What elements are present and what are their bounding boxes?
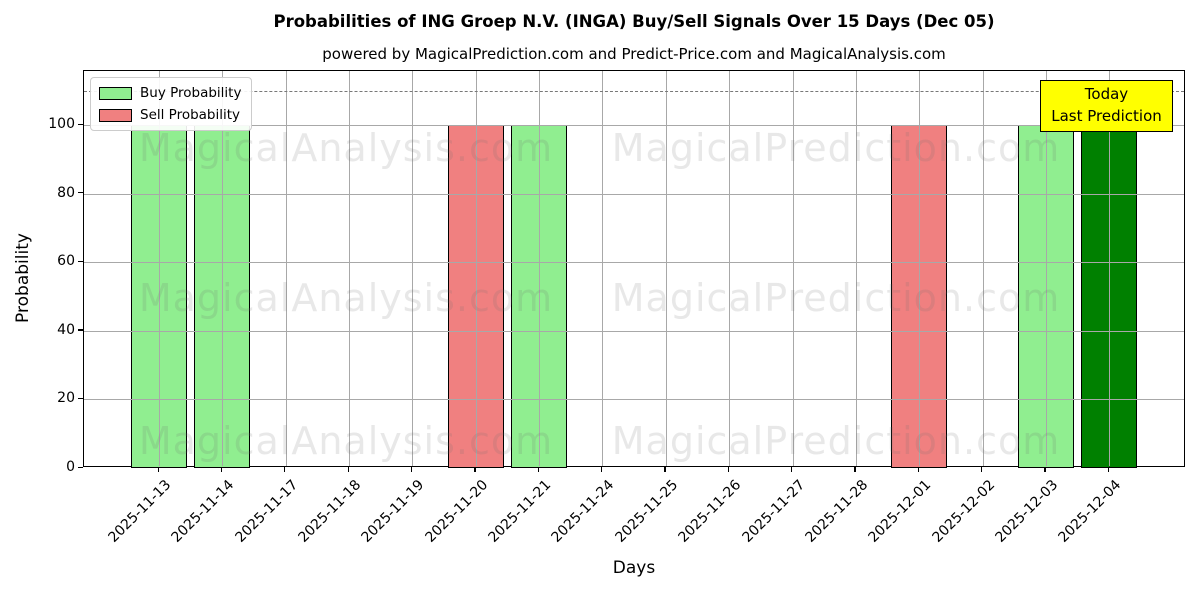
y-tick-mark — [78, 123, 83, 125]
vertical-gridline — [792, 71, 794, 466]
x-tick-label: 2025-11-13 — [105, 477, 175, 546]
watermark-text: MagicalAnalysis.com — [138, 126, 554, 170]
horizontal-gridline — [84, 262, 1184, 264]
watermark-text: MagicalPrediction.com — [611, 126, 1061, 170]
x-tick-label: 2025-11-26 — [675, 477, 745, 546]
y-tick-label: 100 — [48, 116, 75, 132]
vertical-gridline — [222, 71, 224, 466]
x-tick-mark — [537, 467, 539, 472]
y-axis-label: Probability — [13, 233, 33, 323]
x-tick-label: 2025-11-18 — [295, 477, 365, 546]
vertical-gridline — [159, 71, 160, 466]
y-tick-mark — [78, 329, 83, 331]
legend-item-sell: Sell Probability — [99, 107, 241, 123]
x-tick-mark — [474, 467, 476, 472]
y-tick-label: 20 — [57, 390, 75, 407]
x-tick-label: 2025-11-19 — [358, 477, 428, 546]
x-tick-label: 2025-12-02 — [929, 477, 998, 546]
vertical-gridline — [539, 71, 541, 466]
x-tick-mark — [347, 467, 349, 472]
x-tick-mark — [664, 467, 666, 472]
y-tick-label: 60 — [57, 253, 75, 270]
today-annotation-line1: Today — [1084, 85, 1129, 103]
y-tick-label: 40 — [57, 321, 75, 338]
legend: Buy Probability Sell Probability — [90, 77, 253, 131]
x-axis-label: Days — [612, 558, 656, 578]
vertical-gridline — [1045, 71, 1047, 466]
vertical-gridline — [665, 71, 667, 466]
plot-area: Buy Probability Sell Probability Today L… — [83, 70, 1185, 468]
chart-subtitle: powered by MagicalPrediction.com and Pre… — [322, 45, 946, 63]
x-tick-label: 2025-12-01 — [865, 477, 935, 546]
x-tick-mark — [1044, 467, 1046, 472]
watermark-text: MagicalAnalysis.com — [138, 419, 554, 463]
watermark-text: MagicalPrediction.com — [611, 276, 1061, 320]
x-tick-mark — [917, 467, 919, 472]
x-tick-label: 2025-12-03 — [992, 477, 1062, 546]
x-tick-mark — [157, 467, 159, 472]
x-tick-label: 2025-11-17 — [232, 477, 302, 546]
x-tick-label: 2025-11-21 — [485, 477, 555, 546]
horizontal-gridline — [84, 399, 1184, 401]
today-annotation: Today Last Prediction — [1040, 80, 1173, 132]
vertical-gridline — [982, 71, 984, 466]
watermark-text: MagicalPrediction.com — [611, 419, 1061, 463]
x-tick-mark — [220, 467, 223, 472]
x-tick-mark — [1107, 467, 1110, 472]
horizontal-gridline — [84, 330, 1184, 332]
vertical-gridline — [475, 71, 477, 466]
x-tick-mark — [981, 467, 983, 472]
x-tick-mark — [600, 467, 603, 472]
x-tick-label: 2025-11-14 — [168, 477, 238, 546]
x-tick-mark — [854, 467, 856, 472]
vertical-gridline — [285, 71, 287, 466]
vertical-gridline — [412, 71, 414, 466]
vertical-gridline — [1109, 71, 1111, 466]
watermark-text: MagicalAnalysis.com — [138, 276, 554, 320]
y-tick-label: 0 — [66, 459, 75, 475]
y-tick-label: 80 — [57, 184, 75, 201]
x-tick-label: 2025-11-25 — [612, 477, 682, 546]
x-tick-label: 2025-11-27 — [738, 477, 808, 546]
vertical-gridline — [729, 71, 731, 466]
x-tick-mark — [410, 467, 413, 472]
horizontal-gridline — [84, 193, 1184, 195]
vertical-gridline — [349, 71, 351, 466]
x-tick-mark — [727, 467, 729, 472]
vertical-gridline — [602, 71, 604, 466]
chart-title: Probabilities of ING Groep N.V. (INGA) B… — [273, 12, 995, 31]
today-annotation-line2: Last Prediction — [1051, 106, 1162, 125]
threshold-dashed-line — [84, 90, 1184, 92]
x-tick-label: 2025-12-04 — [1055, 477, 1125, 546]
x-tick-label: 2025-11-20 — [422, 477, 492, 546]
legend-label-buy: Buy Probability — [140, 85, 242, 101]
x-tick-mark — [284, 467, 286, 472]
vertical-gridline — [919, 71, 921, 466]
x-tick-label: 2025-11-24 — [548, 477, 618, 546]
sell-swatch-icon — [99, 108, 132, 122]
y-tick-mark — [78, 260, 83, 262]
y-tick-mark — [78, 466, 83, 468]
horizontal-gridline — [84, 125, 1184, 126]
y-tick-mark — [78, 397, 83, 400]
x-tick-mark — [791, 467, 793, 472]
legend-item-buy: Buy Probability — [99, 85, 241, 101]
x-tick-label: 2025-11-28 — [802, 477, 872, 546]
buy-swatch-icon — [99, 86, 132, 100]
legend-label-sell: Sell Probability — [140, 107, 241, 123]
y-tick-mark — [78, 192, 83, 194]
vertical-gridline — [855, 71, 857, 466]
